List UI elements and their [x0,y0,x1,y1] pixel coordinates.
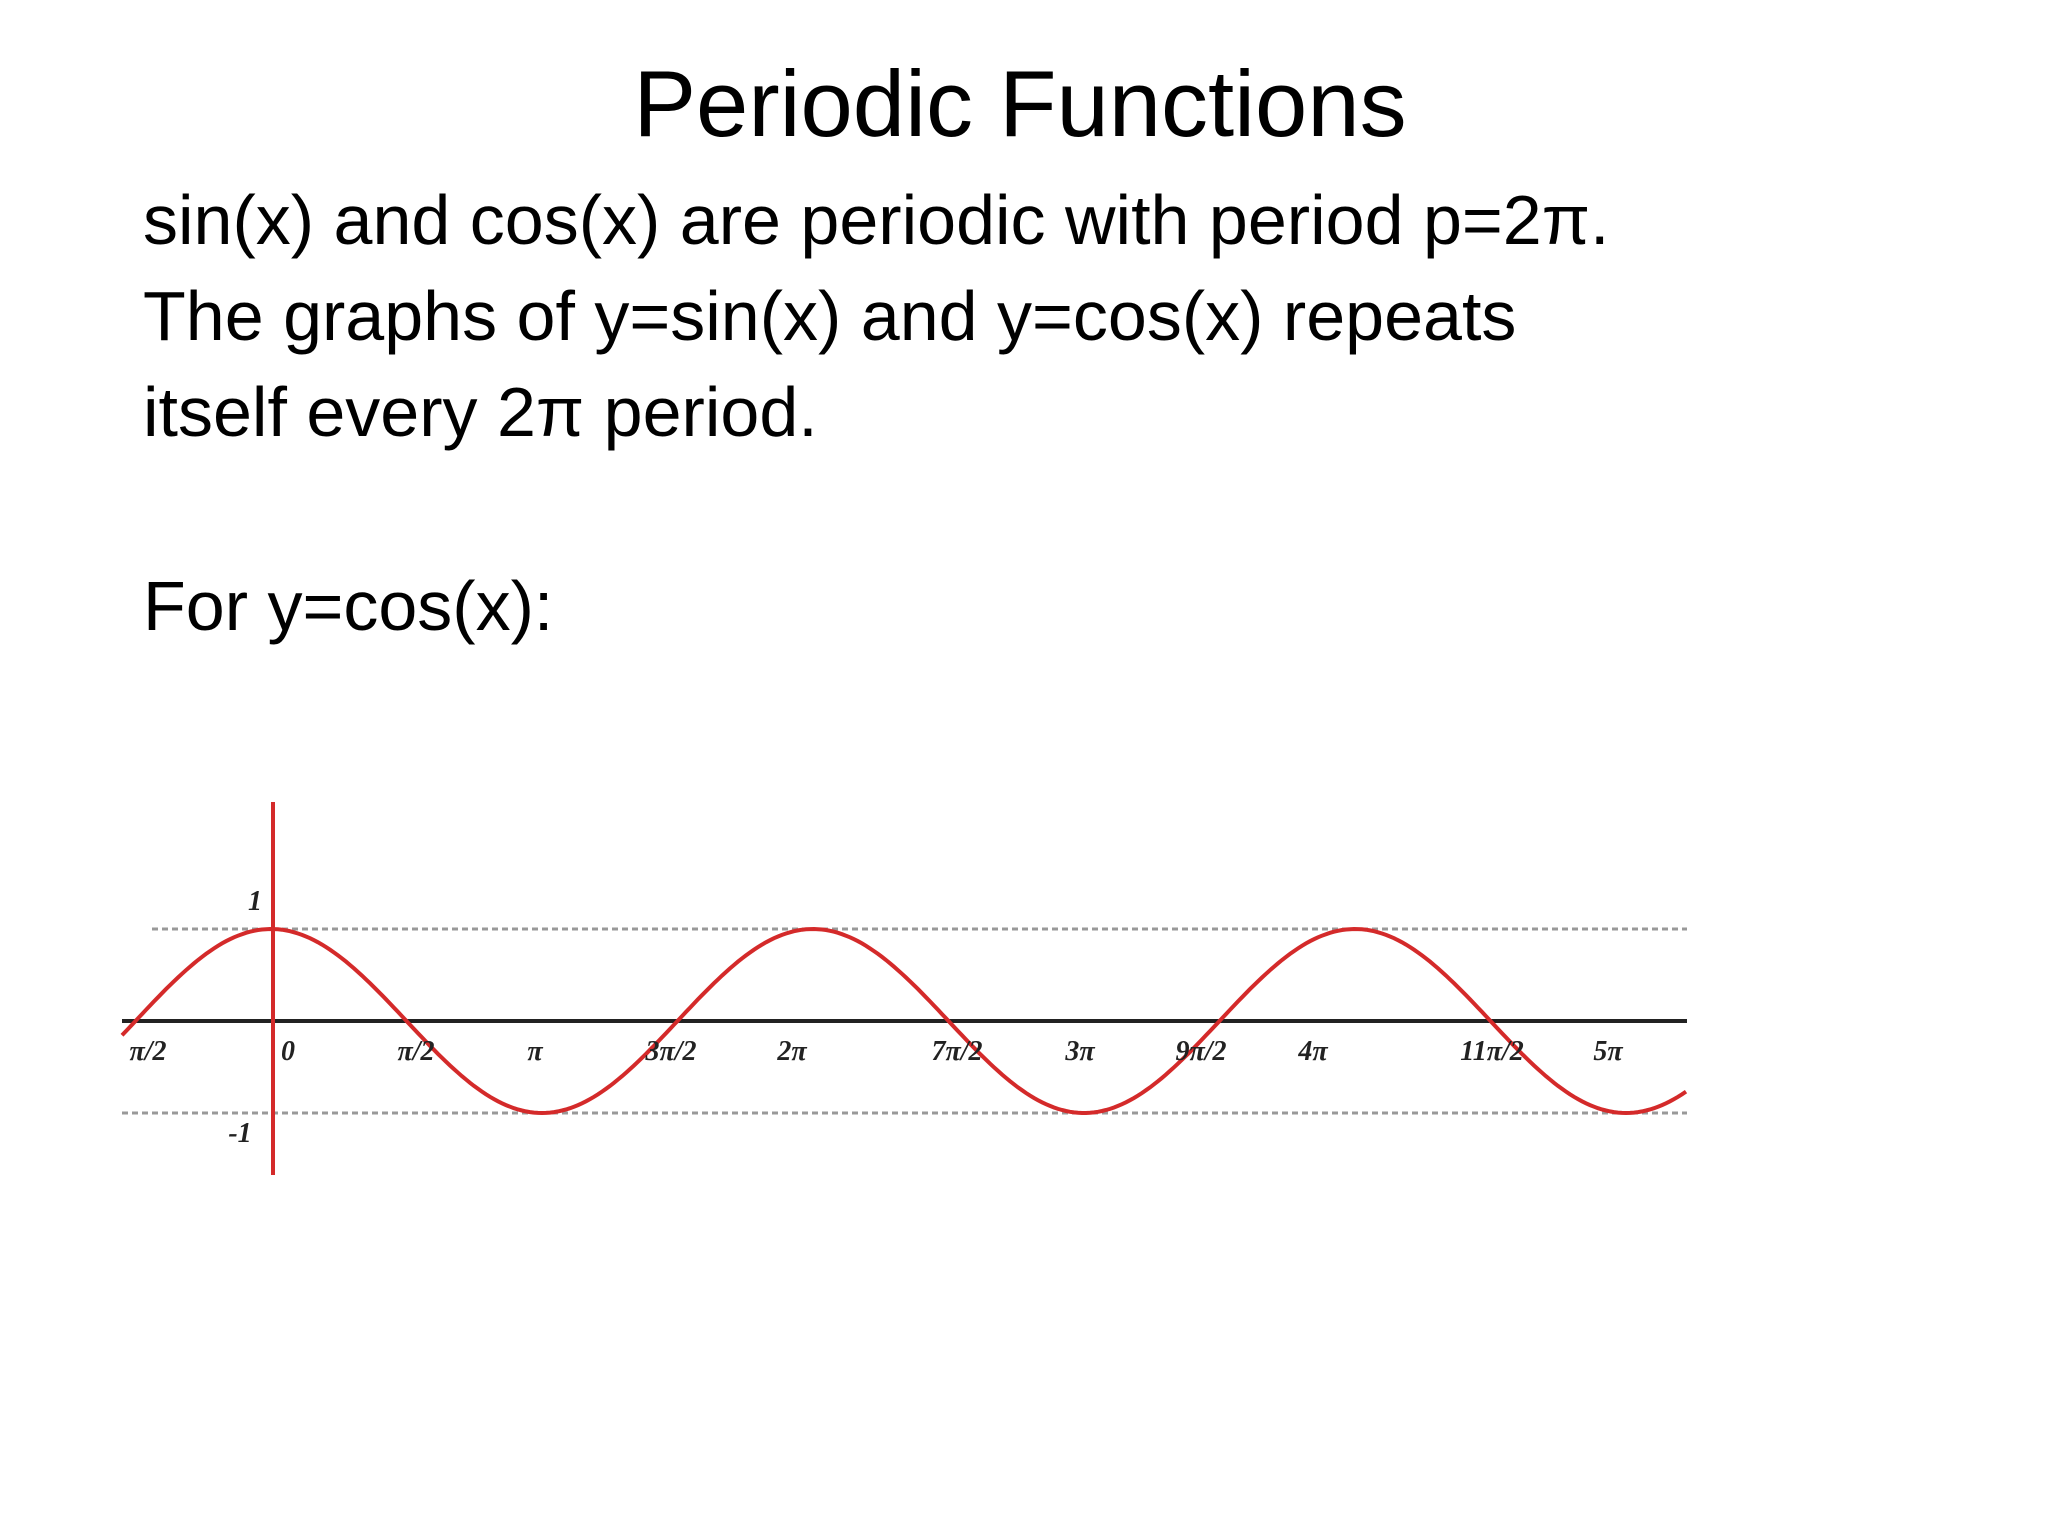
body-text: For y=cos(x): [143,567,553,645]
x-label: 5π [1593,1036,1623,1067]
x-label: π [527,1036,543,1067]
x-label: π/2 [397,1036,434,1067]
cos-curve [120,926,1688,1116]
y-label: 1 [248,886,262,917]
body-text: The graphs of y=sin(x) and y=cos(x) repe… [143,277,1516,355]
x-label: 4π [1297,1036,1328,1067]
y-label: -1 [228,1118,251,1149]
graph: 1 -1 [120,802,1688,1175]
x-label: 7π/2 [931,1036,982,1067]
x-label: 3π/2 [644,1036,696,1067]
body-text: sin(x) and cos(x) are periodic with peri… [143,181,1609,259]
x-label: 11π/2 [1460,1036,1524,1067]
x-label: 3π [1064,1036,1095,1067]
body-text: itself every 2π period. [143,373,818,451]
x-label: π/2 [129,1036,166,1067]
x-label: 9π/2 [1175,1036,1226,1067]
x-label: 0 [281,1036,295,1067]
slide-title: Periodic Functions [633,51,1406,156]
x-label: 2π [776,1036,807,1067]
